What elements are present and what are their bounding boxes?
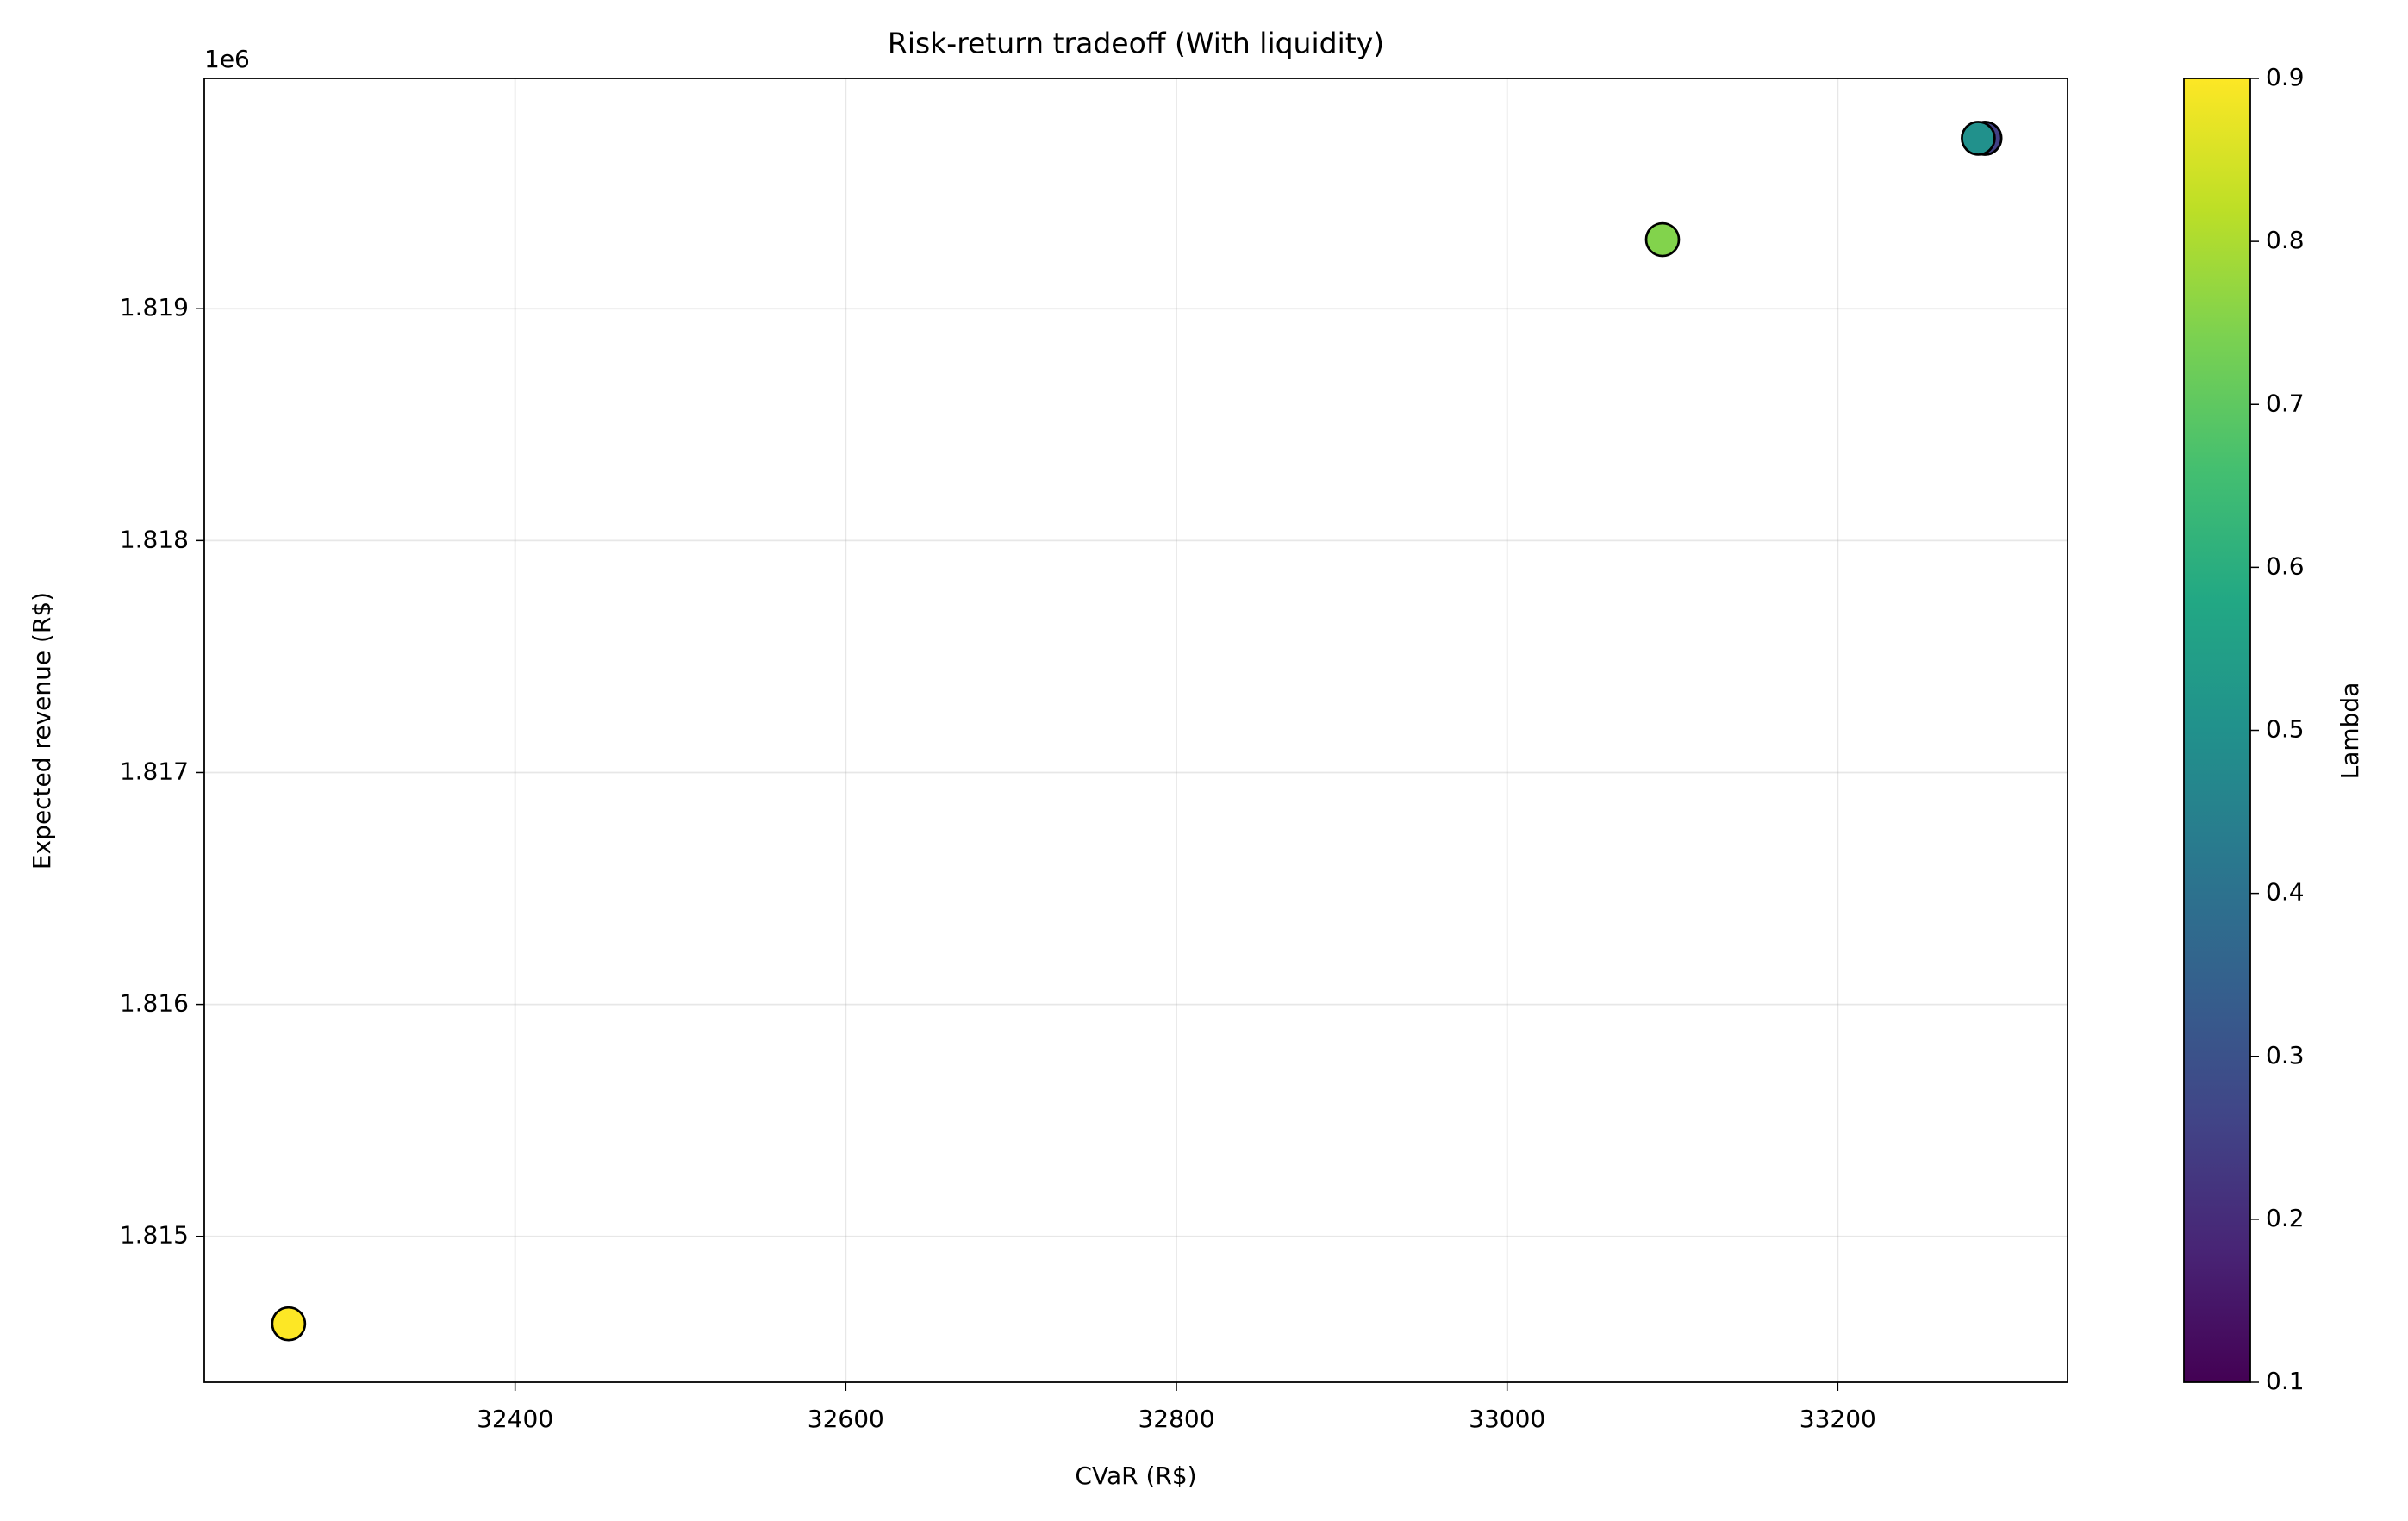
x-tick-label: 32600	[808, 1405, 884, 1433]
colorbar-label: Lambda	[2336, 683, 2364, 780]
x-tick-label: 32800	[1138, 1405, 1214, 1433]
x-axis-label: CVaR (R$)	[1075, 1462, 1196, 1490]
x-tick-label: 32400	[477, 1405, 553, 1433]
colorbar	[2183, 78, 2251, 1383]
y-tick-label: 1.818	[120, 525, 189, 553]
colorbar-tick-label: 0.1	[2266, 1367, 2305, 1395]
x-tick-label: 33200	[1800, 1405, 1876, 1433]
point	[1644, 221, 1681, 258]
y-tick-label: 1.817	[120, 757, 189, 785]
colorbar-tick-label: 0.4	[2266, 878, 2305, 907]
colorbar-tick-label: 0.6	[2266, 552, 2305, 580]
colorbar-tick-label: 0.9	[2266, 63, 2305, 91]
y-tick-label: 1.819	[120, 293, 189, 321]
colorbar-tick-label: 0.8	[2266, 226, 2305, 254]
colorbar-tick-label: 0.2	[2266, 1204, 2305, 1232]
colorbar-tick-label: 0.7	[2266, 389, 2305, 417]
y-offset-label: 1e6	[204, 45, 250, 73]
colorbar-tick-label: 0.5	[2266, 715, 2305, 744]
chart-title: Risk-return tradeoff (With liquidity)	[888, 27, 1384, 60]
point	[1961, 121, 1996, 156]
plot-frame	[203, 78, 2068, 1383]
x-tick-label: 33000	[1469, 1405, 1545, 1433]
point	[271, 1306, 307, 1342]
y-tick-label: 1.816	[120, 989, 189, 1018]
y-axis-label: Expected revenue (R$)	[28, 592, 56, 870]
y-tick-label: 1.815	[120, 1221, 189, 1250]
colorbar-tick-label: 0.3	[2266, 1041, 2305, 1069]
